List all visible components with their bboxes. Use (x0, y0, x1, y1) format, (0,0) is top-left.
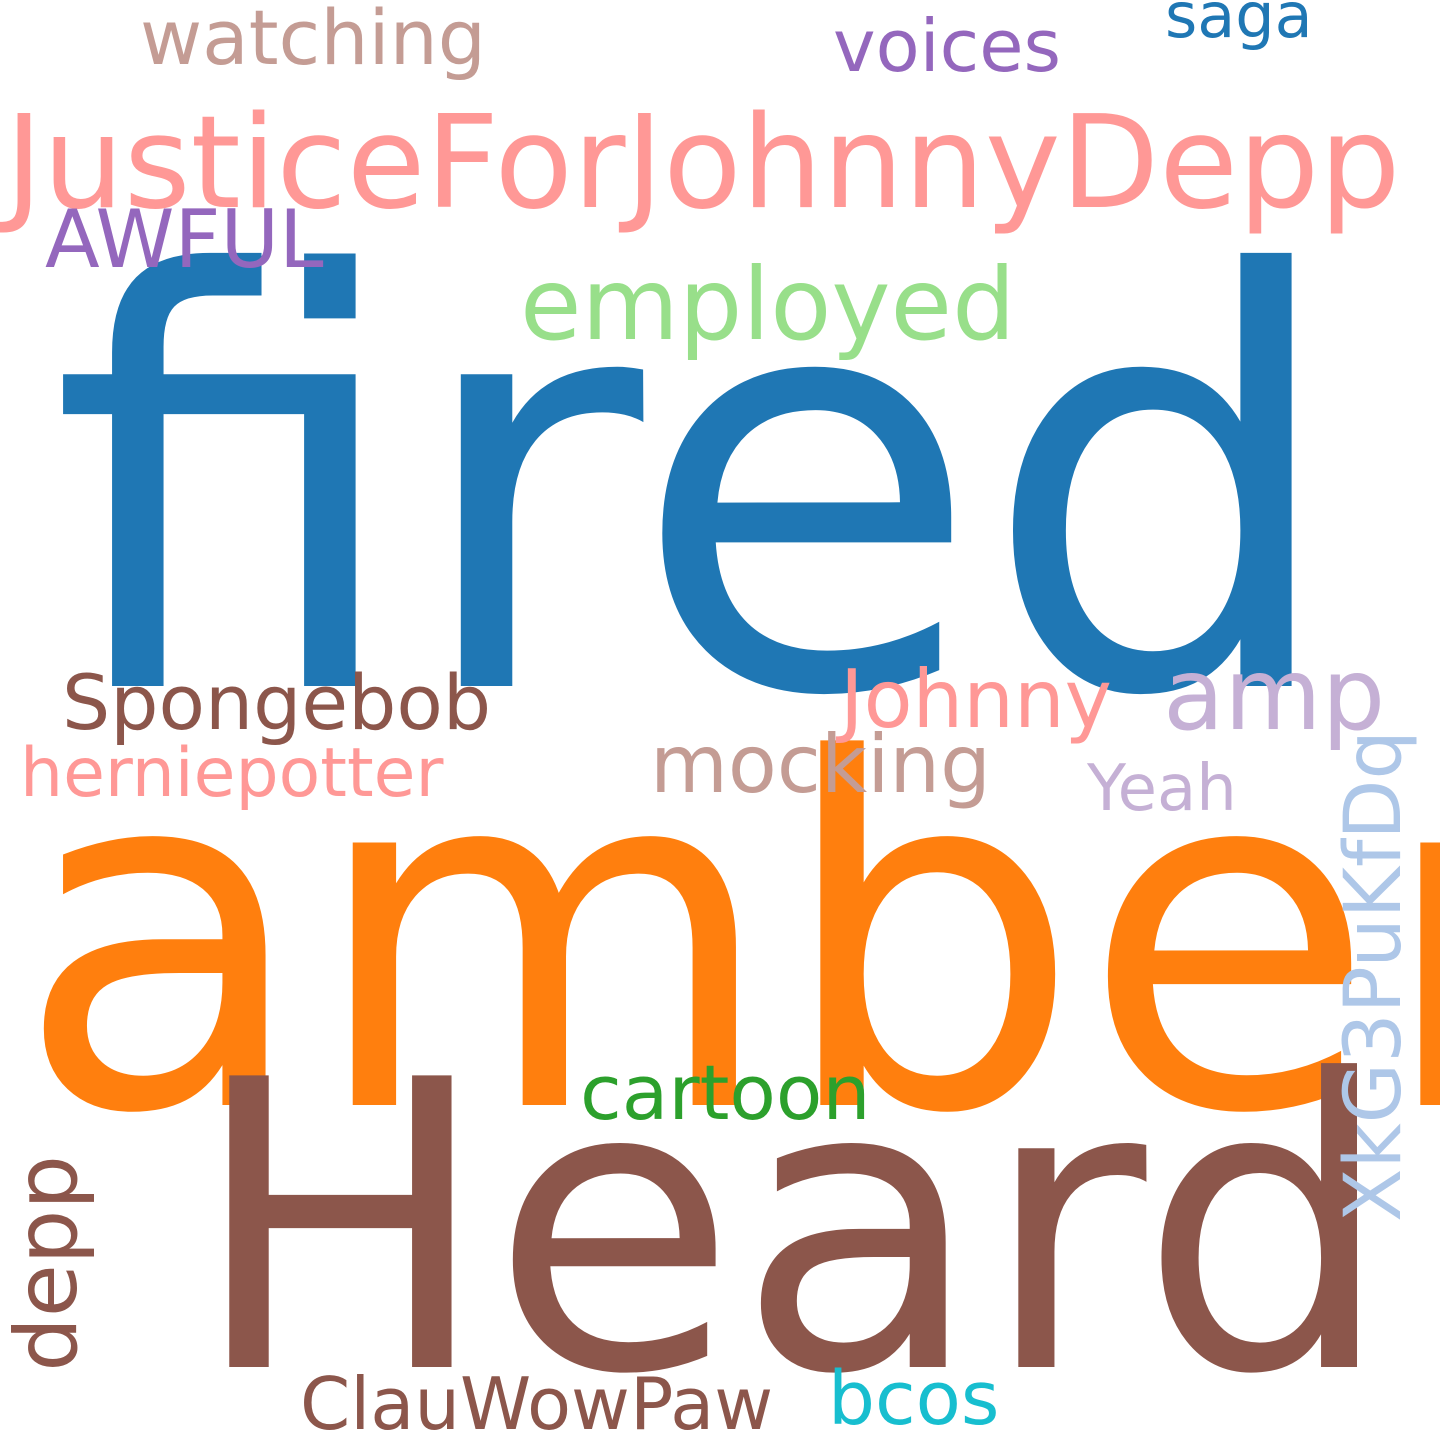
word-clauwowpaw: ClauWowPaw (300, 1362, 774, 1440)
word-justicefor-johnnydepp: JusticeForJohnnyDepp (5, 89, 1401, 238)
word-watching: watching (140, 0, 487, 82)
word-xkg3pukfdq: XkG3PuKfDq (1329, 730, 1419, 1222)
word-mocking: mocking (650, 718, 991, 811)
word-depp: depp (0, 1155, 97, 1372)
word-awful: AWFUL (45, 193, 324, 286)
word-heard: Heard (190, 997, 1394, 1440)
word-employed: employed (520, 246, 1016, 363)
word-bcos: bcos (828, 1356, 1000, 1440)
word-herniepotter: herniepotter (20, 734, 444, 813)
word-yeah: Yeah (1087, 752, 1237, 826)
word-spongebob: Spongebob (62, 658, 492, 747)
word-amber: amber (15, 660, 1440, 1219)
word-cartoon: cartoon (580, 1048, 871, 1137)
word-saga: saga (1165, 0, 1313, 52)
word-amp: amp (1163, 636, 1386, 753)
word-johnny: Johnny (840, 653, 1112, 746)
word-voices: voices (833, 4, 1062, 88)
word-fired: fired (50, 158, 1344, 821)
